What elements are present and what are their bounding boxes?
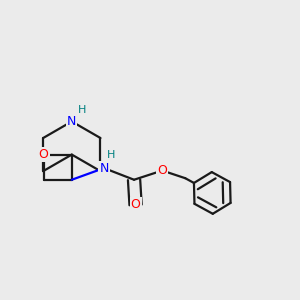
Text: O: O [130, 198, 140, 212]
Text: N: N [99, 162, 109, 175]
Text: H: H [106, 150, 115, 160]
Text: H: H [77, 105, 86, 116]
Text: N: N [67, 115, 76, 128]
Text: O: O [157, 164, 167, 177]
Text: O: O [39, 148, 49, 161]
